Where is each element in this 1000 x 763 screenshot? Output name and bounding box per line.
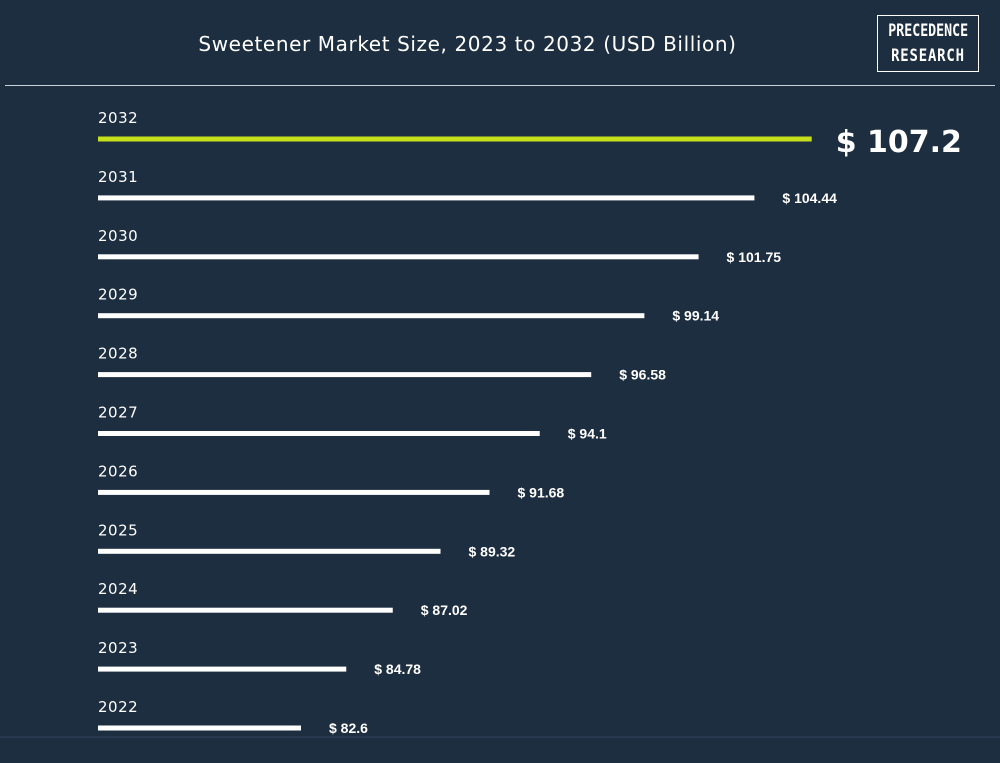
bar-2028 (98, 372, 592, 378)
bar-2029 (98, 313, 645, 319)
bar-2026 (98, 489, 490, 495)
year-label-2023: 2023 (98, 639, 138, 657)
chart-header: Sweetener Market Size, 2023 to 2032 (USD… (0, 0, 1000, 86)
year-label-2029: 2029 (98, 286, 138, 304)
bar-2025 (98, 548, 441, 554)
value-label-2031: $ 104.44 (782, 190, 837, 206)
value-label-2030: $ 101.75 (727, 249, 782, 265)
bar-2022 (98, 725, 301, 731)
value-label-2027: $ 94.1 (568, 426, 607, 442)
year-label-2025: 2025 (98, 521, 138, 539)
year-label-2027: 2027 (98, 404, 138, 422)
chart-title: Sweetener Market Size, 2023 to 2032 (USD… (198, 32, 737, 56)
bottom-divider (0, 736, 1000, 738)
year-label-2024: 2024 (98, 580, 138, 598)
value-label-2024: $ 87.02 (421, 602, 468, 618)
value-label-2028: $ 96.58 (619, 367, 666, 383)
bar-2024 (98, 607, 393, 613)
value-label-2025: $ 89.32 (469, 543, 516, 559)
year-label-2022: 2022 (98, 698, 138, 716)
year-label-2026: 2026 (98, 462, 138, 480)
header-divider (5, 85, 995, 86)
year-label-2030: 2030 (98, 227, 138, 245)
bar-2030 (98, 254, 699, 260)
value-label-2022: $ 82.6 (329, 720, 368, 736)
value-label-2029: $ 99.14 (672, 308, 719, 324)
bar-2031 (98, 195, 755, 201)
precedence-research-logo: PRECEDENCE RESEARCH (877, 15, 979, 72)
logo-text-line2: RESEARCH (891, 45, 965, 66)
bar-2023 (98, 666, 347, 672)
bar-2032 (98, 136, 812, 142)
value-label-2026: $ 91.68 (518, 484, 565, 500)
value-label-2023: $ 84.78 (374, 661, 421, 677)
bar-2027 (98, 431, 540, 436)
year-label-2032: 2032 (98, 109, 138, 127)
value-label-2032: $ 107.2 (836, 125, 962, 160)
logo-text-line1: PRECEDENCE (888, 20, 968, 41)
year-label-2028: 2028 (98, 345, 138, 363)
year-label-2031: 2031 (98, 168, 138, 186)
